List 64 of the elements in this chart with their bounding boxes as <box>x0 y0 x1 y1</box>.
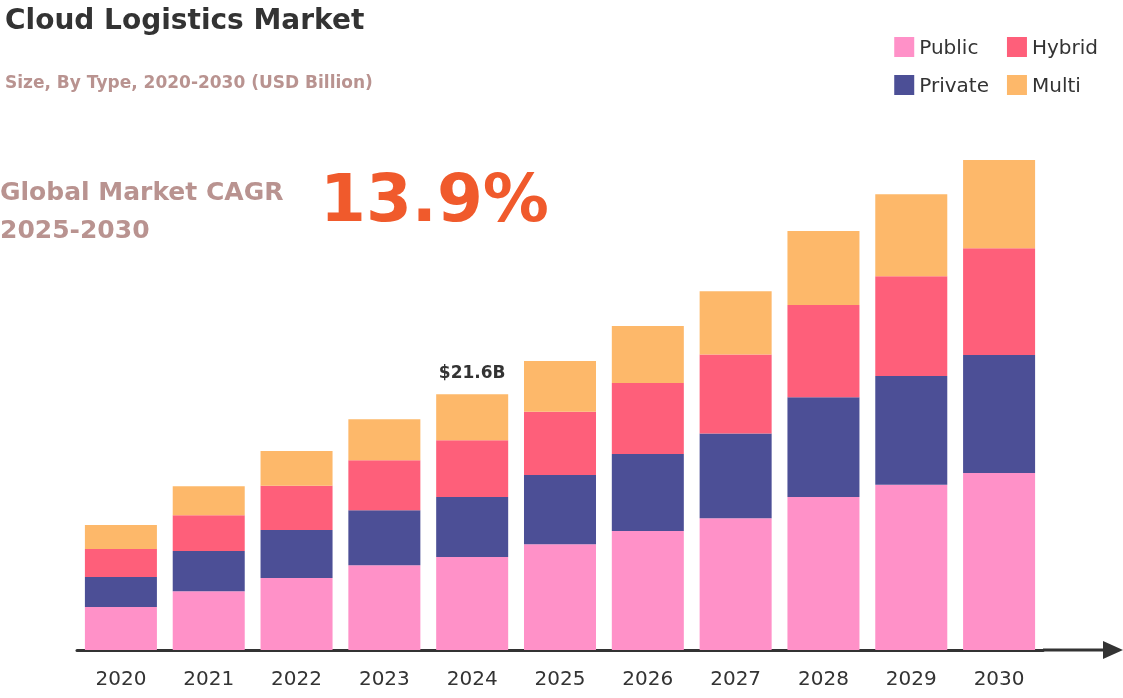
bar <box>963 473 1036 650</box>
bar <box>523 411 597 476</box>
bar <box>84 549 157 577</box>
bar <box>611 530 684 650</box>
bar <box>348 510 421 566</box>
bar <box>172 515 245 552</box>
chart-title: Cloud Logistics Market <box>5 2 365 36</box>
bar <box>172 551 245 592</box>
bar <box>787 397 860 498</box>
x-tick-label: 2020 <box>95 666 147 690</box>
bar <box>963 160 1036 249</box>
bar <box>699 291 772 355</box>
annotation: 13.9% <box>320 159 549 237</box>
bar <box>348 460 421 511</box>
legend-label: Private <box>919 73 989 97</box>
annotation: Global Market CAGR 2025-2030 <box>0 176 284 244</box>
bar <box>963 248 1036 356</box>
bar <box>348 565 421 650</box>
x-tick-label: 2030 <box>973 666 1025 690</box>
bar <box>875 376 948 485</box>
bar <box>436 556 509 650</box>
bar <box>172 591 245 650</box>
bar <box>260 451 333 486</box>
x-tick-label: 2029 <box>885 666 937 690</box>
bar <box>260 529 333 578</box>
bar <box>523 544 597 650</box>
bar <box>436 497 509 557</box>
bar <box>787 305 860 398</box>
legend-label: Hybrid <box>1031 35 1098 59</box>
bar <box>84 525 157 550</box>
bar <box>436 440 509 498</box>
x-tick-label: 2027 <box>710 666 762 690</box>
annotation: $21.6B <box>438 361 506 382</box>
legend-label: Multi <box>1031 73 1081 97</box>
x-tick-label: 2024 <box>446 666 498 690</box>
bar <box>699 354 772 434</box>
x-tick-label: 2023 <box>358 666 410 690</box>
bar <box>84 606 157 650</box>
bar <box>523 360 597 412</box>
x-tick-label: 2022 <box>271 666 322 690</box>
x-tick-label: 2028 <box>798 666 849 690</box>
bar <box>611 454 684 531</box>
bar <box>611 382 684 454</box>
x-tick-label: 2025 <box>534 666 586 690</box>
bar <box>611 326 684 383</box>
bar <box>348 419 421 461</box>
bar <box>875 194 948 277</box>
chart-subtitle: Size, By Type, 2020-2030 (USD Billion) <box>5 71 373 92</box>
bar <box>436 394 509 441</box>
bar <box>84 576 157 607</box>
bar <box>523 475 597 545</box>
x-tick-label: 2026 <box>622 666 674 690</box>
bar <box>699 518 772 650</box>
x-tick-label: 2021 <box>183 666 235 690</box>
bar <box>787 231 860 306</box>
bar <box>699 433 772 519</box>
bar <box>875 484 948 650</box>
bar <box>260 577 333 650</box>
bar <box>875 276 948 377</box>
bar <box>260 485 333 530</box>
bar <box>172 486 245 516</box>
bar <box>963 355 1036 474</box>
bar <box>787 497 860 650</box>
legend-label: Public <box>919 35 979 59</box>
